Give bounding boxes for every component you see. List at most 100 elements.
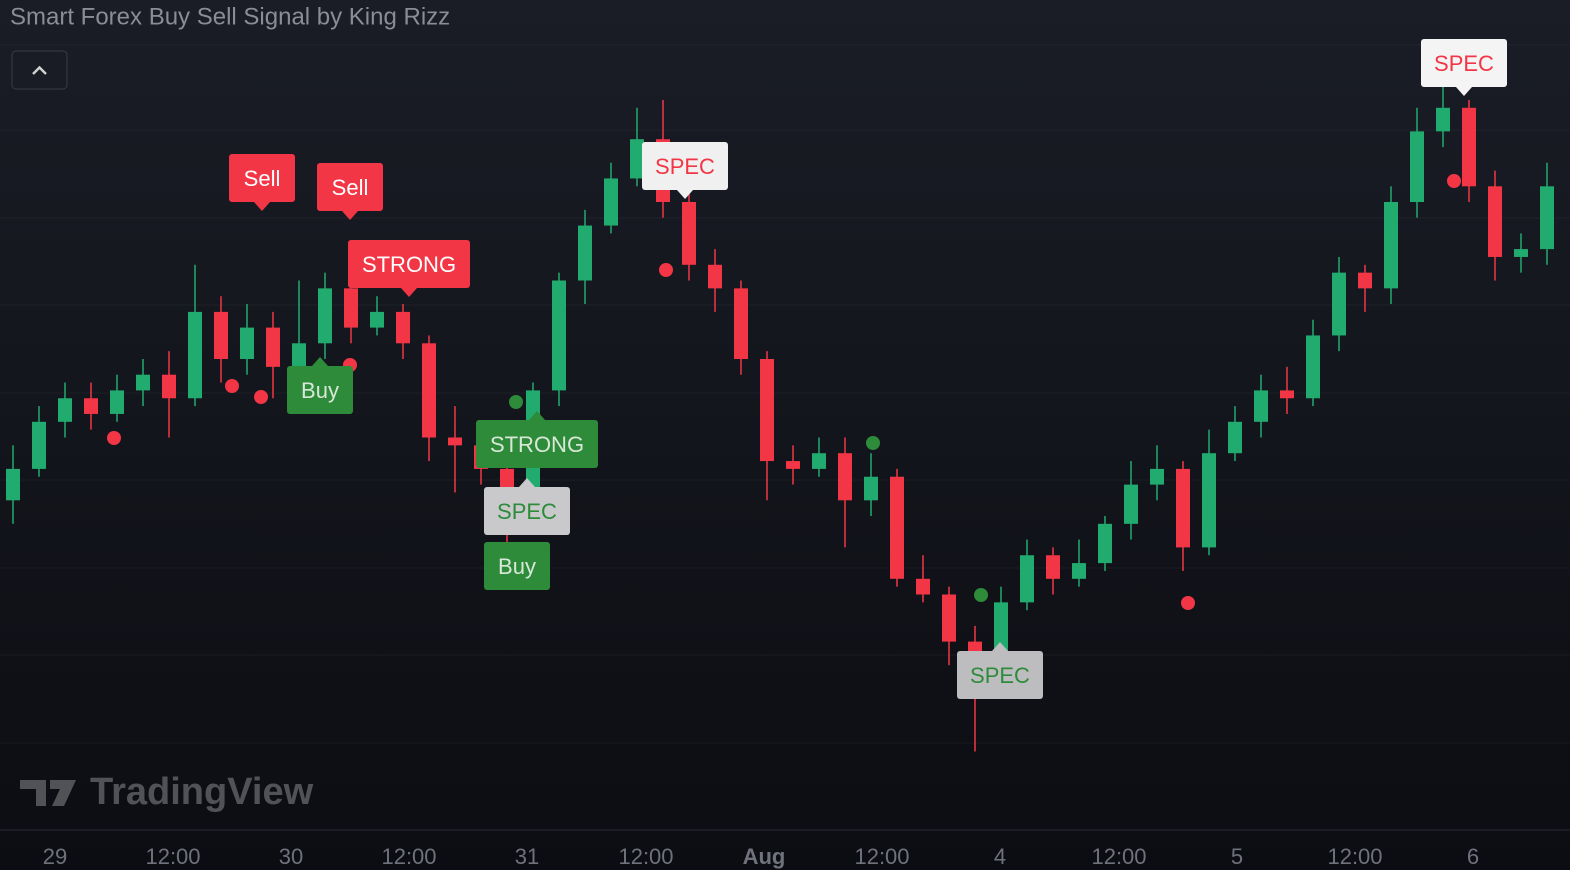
time-label: 12:00	[1327, 844, 1382, 869]
candle-body	[812, 453, 826, 469]
time-label: 12:00	[145, 844, 200, 869]
signal-box	[484, 487, 570, 535]
signal-box	[642, 142, 728, 190]
candle-body	[708, 264, 722, 289]
collapse-button[interactable]	[11, 50, 68, 90]
candle-body	[292, 343, 306, 367]
candle-body	[760, 359, 774, 462]
signal-label: Sell	[317, 163, 383, 220]
candle-body	[188, 311, 202, 399]
time-label: Aug	[743, 844, 786, 869]
indicator-title: Smart Forex Buy Sell Signal by King Rizz	[10, 3, 450, 30]
signal-label: Sell	[229, 154, 295, 211]
signal-label: Buy	[484, 542, 550, 590]
candle-body	[1410, 131, 1424, 202]
candle-body	[214, 311, 228, 359]
time-label: 31	[515, 844, 539, 869]
candle-body	[1462, 107, 1476, 187]
candle-body	[1514, 249, 1528, 257]
candle-body	[370, 311, 384, 328]
signal-dots	[107, 174, 1461, 610]
signal-label: STRONG	[476, 411, 598, 468]
signal-pointer	[401, 288, 417, 297]
signal-pointer	[342, 211, 358, 220]
candle-body	[422, 343, 436, 438]
signal-pointer	[254, 202, 270, 211]
time-label: 12:00	[381, 844, 436, 869]
candle-body	[1124, 484, 1138, 524]
candle-body	[1098, 523, 1112, 564]
signal-pointer	[1456, 87, 1472, 96]
candle-body	[1046, 555, 1060, 579]
time-label: 12:00	[618, 844, 673, 869]
time-label: 30	[279, 844, 303, 869]
signal-pointer	[312, 357, 328, 366]
signal-pointer	[992, 642, 1008, 651]
candle-body	[578, 225, 592, 281]
signal-box	[1421, 39, 1507, 87]
signal-text: STRONG	[490, 432, 584, 457]
candle-body	[240, 327, 254, 359]
candle-body	[604, 178, 618, 226]
candle-body	[1072, 563, 1086, 579]
signal-label: SPEC	[957, 642, 1043, 699]
candle-body	[1306, 335, 1320, 399]
signal-text: Buy	[301, 378, 339, 403]
time-label: 12:00	[854, 844, 909, 869]
time-label: 6	[1467, 844, 1479, 869]
signal-label: SPEC	[1421, 39, 1507, 96]
signal-box	[317, 163, 383, 211]
signal-box	[957, 651, 1043, 699]
candle-body	[786, 461, 800, 469]
candle-body	[1254, 390, 1268, 422]
signal-box	[287, 366, 353, 414]
candle-body	[552, 280, 566, 391]
candle-body	[266, 327, 280, 367]
candle-body	[6, 468, 20, 501]
candle-body	[682, 202, 696, 265]
time-label: 29	[43, 844, 67, 869]
candle-body	[1540, 186, 1554, 250]
candle-body	[1280, 390, 1294, 399]
watermark: TradingView	[20, 771, 314, 813]
signal-text: Buy	[498, 554, 536, 579]
candle-body	[32, 421, 46, 469]
candle-body	[1332, 272, 1346, 336]
time-label: 5	[1231, 844, 1243, 869]
candle-body	[318, 288, 332, 344]
candle-body	[630, 139, 644, 179]
candle-body	[1358, 272, 1372, 289]
signal-label: SPEC	[484, 478, 570, 535]
candle-body	[916, 578, 930, 595]
candle-body	[734, 288, 748, 359]
candle-body	[58, 398, 72, 422]
signal-box	[484, 542, 550, 590]
time-label: 4	[994, 844, 1006, 869]
candle-body	[1228, 421, 1242, 454]
candle-body	[1150, 468, 1164, 485]
signal-text: STRONG	[362, 252, 456, 277]
signal-text: Sell	[244, 166, 281, 191]
signal-pointer	[519, 478, 535, 487]
signal-label: Buy	[287, 357, 353, 414]
signal-box	[229, 154, 295, 202]
signal-pointer	[677, 190, 693, 199]
candle-body	[890, 476, 904, 579]
candle-body	[1020, 555, 1034, 603]
watermark-text: TradingView	[90, 771, 314, 813]
signal-box	[476, 420, 598, 468]
candle-body	[344, 288, 358, 328]
candle-body	[1176, 468, 1190, 548]
candle-body	[84, 398, 98, 414]
signal-label: SPEC	[642, 142, 728, 199]
candle-body	[838, 453, 852, 501]
candle-body	[162, 374, 176, 399]
candle-body	[448, 437, 462, 446]
candle-body	[864, 476, 878, 501]
grid	[0, 44, 1570, 744]
candle-body	[1436, 107, 1450, 132]
time-label: 12:00	[1091, 844, 1146, 869]
